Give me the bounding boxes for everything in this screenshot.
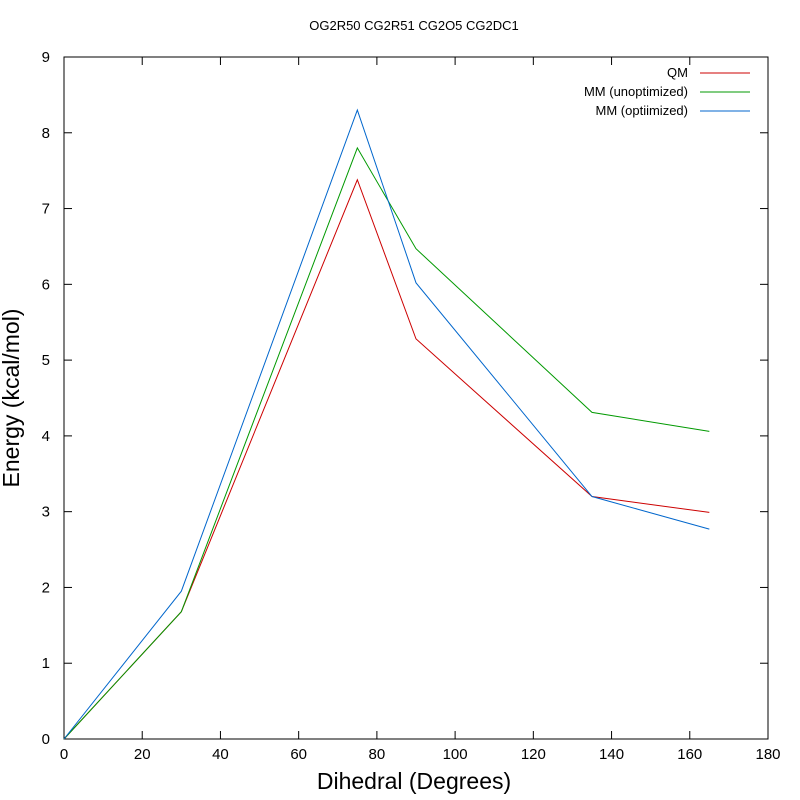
series-line-2 [63, 146, 710, 740]
y-tick-label: 7 [42, 201, 50, 218]
y-tick-label: 5 [42, 352, 50, 369]
chart-title: OG2R50 CG2R51 CG2O5 CG2DC1 [309, 18, 519, 33]
y-tick-label: 2 [42, 579, 50, 596]
legend-label-3: MM (optiimized) [596, 103, 688, 118]
x-tick-label: 0 [60, 746, 68, 763]
plot-border [63, 56, 769, 740]
x-tick-label: 40 [212, 746, 229, 763]
series-line-1 [63, 178, 710, 740]
x-tick-label: 100 [443, 746, 468, 763]
y-tick-label: 0 [42, 731, 50, 748]
x-tick-label: 180 [755, 746, 780, 763]
y-tick-label: 9 [42, 49, 50, 66]
x-tick-label: 120 [521, 746, 546, 763]
legend-label-2: MM (unoptimized) [584, 84, 688, 99]
y-tick-label: 8 [42, 125, 50, 142]
x-tick-label: 80 [369, 746, 386, 763]
y-tick-label: 1 [42, 655, 50, 672]
x-axis-label: Dihedral (Degrees) [317, 768, 511, 794]
y-tick-label: 4 [42, 428, 50, 445]
legend: QM MM (unoptimized) MM (optiimized) [584, 65, 750, 118]
x-tick-label: 160 [677, 746, 702, 763]
y-tick-label: 3 [42, 504, 50, 521]
y-tick-label: 6 [42, 276, 50, 293]
axis-ticks: 0 20 40 60 80 100 120 140 160 180 0 1 2 3 4 5 6 7 8 9 [42, 49, 781, 763]
legend-label-1: QM [667, 65, 688, 80]
x-tick-label: 20 [134, 746, 151, 763]
x-tick-label: 140 [599, 746, 624, 763]
x-tick-label: 60 [290, 746, 307, 763]
series-lines [63, 108, 710, 740]
series-line-3 [63, 108, 710, 740]
y-axis-label: Energy (kcal/mol) [0, 309, 24, 488]
plot-frame [63, 56, 769, 740]
